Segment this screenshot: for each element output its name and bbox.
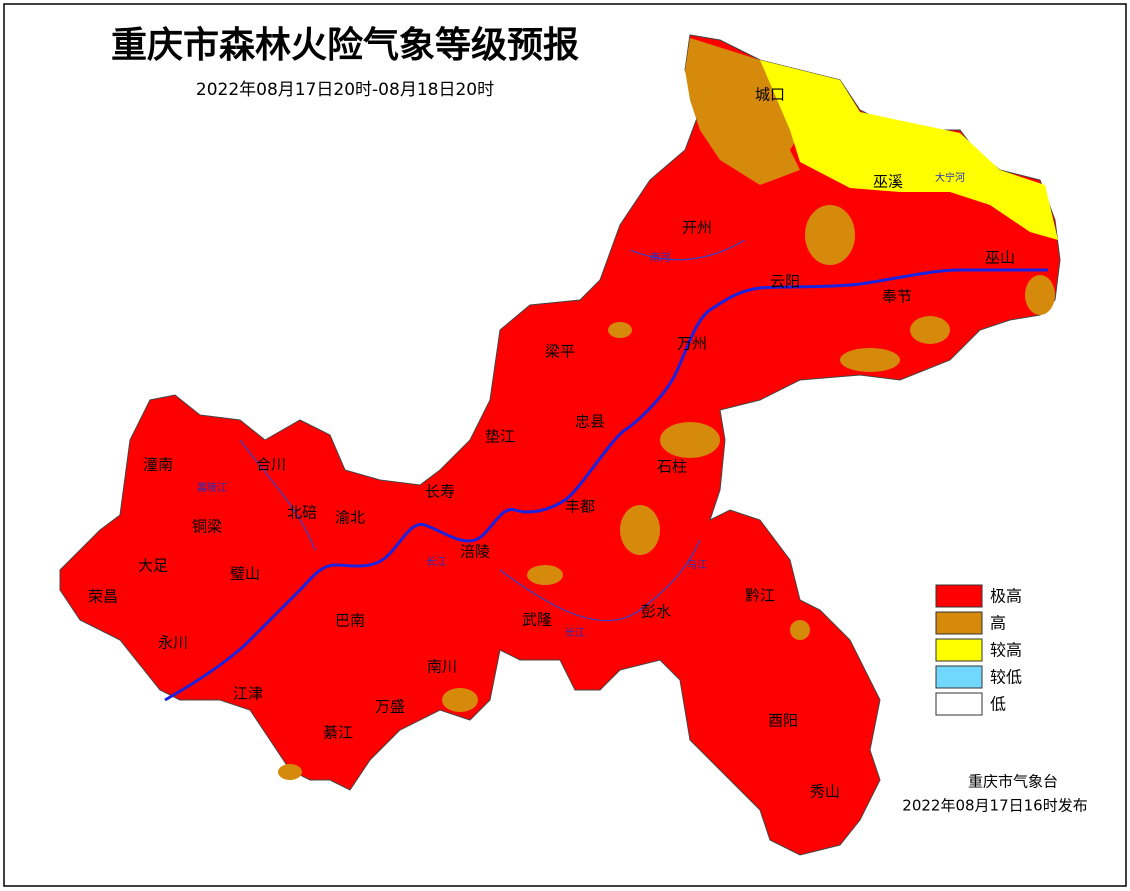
district-label: 开州 bbox=[682, 219, 712, 237]
legend-swatch bbox=[935, 692, 983, 716]
district-label: 涪陵 bbox=[460, 543, 490, 561]
district-label: 万州 bbox=[677, 335, 707, 353]
district-label: 綦江 bbox=[323, 724, 353, 742]
district-label: 巫山 bbox=[985, 249, 1015, 267]
district-label: 北碚 bbox=[287, 504, 317, 522]
legend-swatch bbox=[935, 638, 983, 662]
district-label: 荣昌 bbox=[88, 588, 118, 606]
title: 重庆市森林火险气象等级预报 bbox=[111, 24, 579, 66]
high-patches bbox=[278, 98, 1055, 780]
district-label: 铜梁 bbox=[192, 518, 222, 536]
subtitle: 2022年08月17日20时-08月18日20时 bbox=[196, 80, 494, 100]
district-label: 梁平 bbox=[545, 343, 575, 361]
agency: 重庆市气象台 bbox=[968, 773, 1058, 791]
district-label: 石柱 bbox=[657, 458, 687, 476]
river-label: 嘉陵江 bbox=[197, 481, 227, 494]
district-label: 永川 bbox=[158, 634, 188, 652]
district-label: 云阳 bbox=[770, 273, 800, 291]
district-label: 巴南 bbox=[335, 612, 365, 630]
higher-zone bbox=[760, 60, 1058, 240]
legend-label: 较低 bbox=[990, 668, 1022, 687]
district-label: 彭水 bbox=[641, 603, 671, 621]
district-label: 巫溪 bbox=[873, 173, 903, 191]
district-label: 垫江 bbox=[485, 428, 515, 446]
legend-swatch bbox=[935, 584, 983, 608]
river-label: 大宁河 bbox=[935, 171, 965, 184]
legend-label: 低 bbox=[990, 695, 1006, 714]
district-label: 大足 bbox=[138, 557, 168, 575]
district-label: 江津 bbox=[233, 685, 263, 703]
legend-label: 较高 bbox=[990, 641, 1022, 660]
legend-label: 极高 bbox=[990, 587, 1022, 606]
district-label: 璧山 bbox=[230, 565, 260, 583]
district-label: 酉阳 bbox=[768, 712, 798, 730]
map bbox=[59, 34, 1061, 856]
district-label: 长寿 bbox=[425, 483, 455, 501]
tributary bbox=[239, 239, 746, 622]
district-label: 潼南 bbox=[143, 456, 173, 474]
district-label: 万盛 bbox=[375, 698, 405, 716]
legend-swatch bbox=[935, 611, 983, 635]
district-label: 黔江 bbox=[745, 587, 775, 605]
river-label: 乌江 bbox=[687, 558, 707, 571]
district-label: 南川 bbox=[427, 658, 457, 676]
river-label: 南河 bbox=[650, 251, 670, 264]
district-label: 奉节 bbox=[882, 288, 912, 306]
district-label: 丰都 bbox=[565, 498, 595, 516]
legend-swatch bbox=[935, 665, 983, 689]
legend-label: 高 bbox=[990, 614, 1006, 633]
river-label: 长江 bbox=[565, 627, 585, 639]
yangtze-river bbox=[164, 268, 1048, 702]
district-label: 秀山 bbox=[810, 783, 840, 801]
district-label: 武隆 bbox=[522, 611, 552, 629]
district-label: 渝北 bbox=[335, 509, 365, 527]
district-label: 城口 bbox=[755, 86, 785, 104]
district-label: 忠县 bbox=[575, 413, 605, 431]
issued: 2022年08月17日16时发布 bbox=[902, 797, 1087, 815]
river-label: 长江 bbox=[426, 556, 446, 568]
district-label: 合川 bbox=[256, 456, 286, 474]
